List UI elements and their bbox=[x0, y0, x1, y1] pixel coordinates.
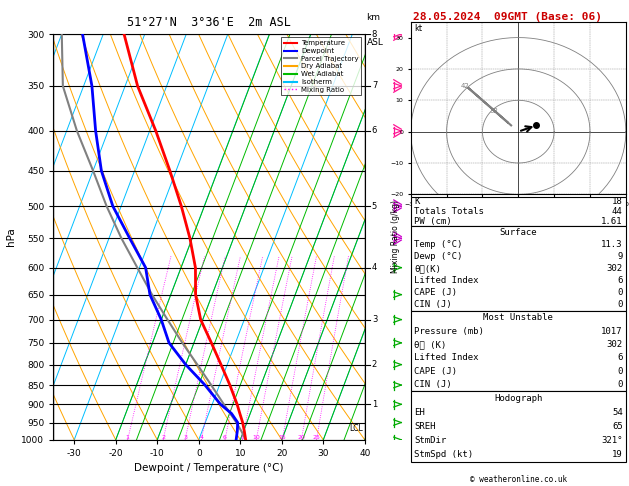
Text: Dewp (°C): Dewp (°C) bbox=[414, 252, 462, 261]
Legend: Temperature, Dewpoint, Parcel Trajectory, Dry Adiabat, Wet Adiabat, Isotherm, Mi: Temperature, Dewpoint, Parcel Trajectory… bbox=[281, 37, 361, 95]
Text: 302: 302 bbox=[606, 264, 623, 273]
Text: CAPE (J): CAPE (J) bbox=[414, 288, 457, 297]
Text: 7: 7 bbox=[372, 82, 377, 90]
Text: 1: 1 bbox=[126, 435, 130, 440]
Text: 19: 19 bbox=[612, 450, 623, 459]
Text: 0: 0 bbox=[617, 300, 623, 310]
Text: CIN (J): CIN (J) bbox=[414, 380, 452, 389]
Text: 321°: 321° bbox=[601, 436, 623, 445]
Text: 15: 15 bbox=[279, 435, 286, 440]
Text: km: km bbox=[367, 13, 381, 22]
Y-axis label: hPa: hPa bbox=[6, 227, 16, 246]
Text: 8: 8 bbox=[372, 30, 377, 38]
Text: 32: 32 bbox=[489, 108, 499, 114]
Text: 25: 25 bbox=[313, 435, 321, 440]
Text: 6: 6 bbox=[617, 276, 623, 285]
Text: 8: 8 bbox=[240, 435, 244, 440]
Text: 2: 2 bbox=[161, 435, 165, 440]
Text: 11.3: 11.3 bbox=[601, 240, 623, 249]
Text: ASL: ASL bbox=[367, 38, 384, 47]
Text: StmSpd (kt): StmSpd (kt) bbox=[414, 450, 473, 459]
Text: kt: kt bbox=[415, 24, 423, 33]
Text: © weatheronline.co.uk: © weatheronline.co.uk bbox=[470, 474, 567, 484]
Text: 9: 9 bbox=[617, 252, 623, 261]
Text: 1017: 1017 bbox=[601, 327, 623, 336]
Text: 18: 18 bbox=[612, 197, 623, 206]
Text: 6: 6 bbox=[617, 353, 623, 363]
Text: 51°27'N  3°36'E  2m ASL: 51°27'N 3°36'E 2m ASL bbox=[127, 16, 291, 29]
Text: θᴇ(K): θᴇ(K) bbox=[414, 264, 441, 273]
Text: Lifted Index: Lifted Index bbox=[414, 353, 479, 363]
Text: 0: 0 bbox=[617, 366, 623, 376]
Text: 65: 65 bbox=[612, 422, 623, 431]
Text: 2: 2 bbox=[372, 360, 377, 369]
Text: LCL: LCL bbox=[349, 424, 363, 434]
Text: 10: 10 bbox=[252, 435, 260, 440]
Text: 4: 4 bbox=[199, 435, 203, 440]
Text: 302: 302 bbox=[606, 340, 623, 349]
Text: 0: 0 bbox=[617, 288, 623, 297]
Text: CAPE (J): CAPE (J) bbox=[414, 366, 457, 376]
Text: 4: 4 bbox=[372, 263, 377, 272]
Text: 0: 0 bbox=[617, 380, 623, 389]
Text: Pressure (mb): Pressure (mb) bbox=[414, 327, 484, 336]
Text: 3: 3 bbox=[372, 315, 377, 324]
Text: K: K bbox=[414, 197, 420, 206]
Text: Hodograph: Hodograph bbox=[494, 394, 542, 403]
Text: Totals Totals: Totals Totals bbox=[414, 207, 484, 216]
Text: EH: EH bbox=[414, 408, 425, 417]
Text: CIN (J): CIN (J) bbox=[414, 300, 452, 310]
Text: Most Unstable: Most Unstable bbox=[483, 313, 554, 322]
X-axis label: Dewpoint / Temperature (°C): Dewpoint / Temperature (°C) bbox=[135, 464, 284, 473]
Text: 28.05.2024  09GMT (Base: 06): 28.05.2024 09GMT (Base: 06) bbox=[413, 12, 602, 22]
Text: 44: 44 bbox=[612, 207, 623, 216]
Text: 42: 42 bbox=[461, 83, 470, 89]
Text: StmDir: StmDir bbox=[414, 436, 446, 445]
Text: 6: 6 bbox=[223, 435, 227, 440]
Text: θᴇ (K): θᴇ (K) bbox=[414, 340, 446, 349]
Text: Surface: Surface bbox=[499, 227, 537, 237]
Text: Temp (°C): Temp (°C) bbox=[414, 240, 462, 249]
Text: 6: 6 bbox=[372, 126, 377, 136]
Text: Mixing Ratio (g/kg): Mixing Ratio (g/kg) bbox=[391, 200, 399, 274]
Text: 20: 20 bbox=[298, 435, 305, 440]
Text: 5: 5 bbox=[372, 202, 377, 211]
Text: 54: 54 bbox=[612, 408, 623, 417]
Text: SREH: SREH bbox=[414, 422, 435, 431]
Text: 3: 3 bbox=[183, 435, 187, 440]
Text: PW (cm): PW (cm) bbox=[414, 217, 452, 226]
Text: Lifted Index: Lifted Index bbox=[414, 276, 479, 285]
Text: 1: 1 bbox=[372, 400, 377, 409]
Text: 1.61: 1.61 bbox=[601, 217, 623, 226]
